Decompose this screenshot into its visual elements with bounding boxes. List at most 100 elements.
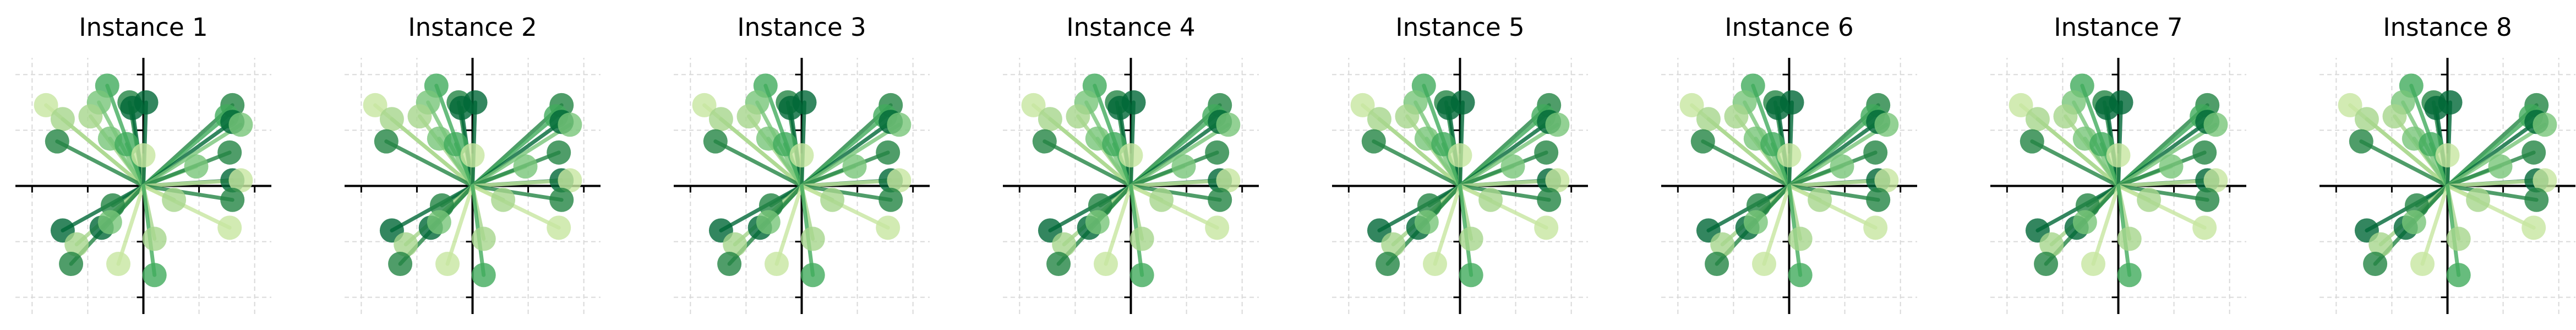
vector-line (390, 117, 474, 188)
data-point (2053, 104, 2078, 129)
panel-8: Instance 8 (2320, 13, 2575, 314)
data-point (2025, 107, 2050, 132)
data-point (1149, 187, 1174, 212)
data-point (374, 129, 399, 154)
data-point (142, 226, 167, 251)
data-point (134, 90, 159, 115)
data-point (363, 93, 388, 117)
data-point (2533, 112, 2557, 137)
vector-line (1458, 184, 1548, 230)
data-point (1361, 129, 1386, 154)
points (2009, 73, 2228, 288)
data-point (64, 232, 89, 257)
data-point (1724, 104, 1749, 129)
data-point (460, 143, 485, 167)
data-point (1216, 168, 1241, 193)
data-point (1752, 252, 1777, 277)
vector-line (1372, 139, 1462, 188)
vector-line (1129, 184, 1222, 202)
data-point (97, 210, 122, 235)
data-point (2039, 232, 2064, 257)
data-point (1808, 187, 1832, 212)
data-point (34, 93, 58, 117)
data-point (131, 143, 156, 167)
data-point (1367, 107, 1391, 132)
vector-line (141, 184, 232, 230)
data-point (228, 112, 253, 137)
data-point (2533, 168, 2557, 193)
data-point (1537, 187, 1562, 212)
data-point (2382, 104, 2407, 129)
vector-line (2035, 117, 2120, 188)
data-point (217, 140, 242, 165)
panel-title: Instance 3 (737, 13, 866, 42)
vector-line (713, 139, 804, 188)
data-point (1376, 252, 1400, 277)
data-point (1866, 187, 1891, 212)
data-point (1171, 154, 1196, 179)
vector-line (2359, 139, 2449, 188)
data-point (1874, 168, 1899, 193)
data-point (1381, 232, 1406, 257)
vector-line (2446, 184, 2539, 202)
vector-line (384, 139, 474, 188)
points (363, 73, 582, 288)
points (692, 73, 912, 288)
vector-line (1706, 117, 1791, 188)
data-point (1690, 129, 1715, 154)
data-point (1679, 93, 1704, 117)
data-point (1534, 140, 1559, 165)
vector-line (2446, 184, 2536, 230)
data-point (1118, 143, 1143, 167)
data-point (1414, 210, 1439, 235)
panel-title: Instance 7 (2054, 13, 2182, 42)
data-point (1500, 154, 1525, 179)
data-point (2106, 143, 2131, 167)
data-point (1459, 226, 1483, 251)
panel-6: Instance 6 (1661, 13, 1917, 314)
data-point (876, 140, 900, 165)
vector-line (1048, 117, 1133, 188)
data-point (1696, 107, 1721, 132)
data-point (1350, 93, 1375, 117)
data-point (1710, 232, 1735, 257)
data-point (162, 187, 187, 212)
data-point (2368, 232, 2393, 257)
data-point (878, 187, 903, 212)
data-point (435, 252, 460, 277)
data-point (50, 107, 75, 132)
data-point (1545, 112, 1570, 137)
vector-line (1787, 184, 1880, 202)
data-point (217, 215, 242, 240)
data-point (1129, 263, 1154, 288)
data-point (2410, 252, 2435, 277)
data-point (1085, 210, 1110, 235)
data-point (887, 112, 912, 137)
data-point (842, 154, 867, 179)
data-point (876, 215, 900, 240)
data-point (1448, 143, 1472, 167)
panel-3: Instance 3 (674, 13, 930, 314)
data-point (78, 104, 103, 129)
data-point (2446, 263, 2471, 288)
panel-1: Instance 1 (15, 13, 271, 314)
data-point (1830, 154, 1854, 179)
data-point (800, 226, 825, 251)
vector-line (2116, 184, 2207, 230)
data-point (558, 168, 582, 193)
data-point (1743, 210, 1768, 235)
points (1021, 73, 1241, 288)
data-point (2488, 154, 2513, 179)
data-point (463, 90, 488, 115)
vector-line (2091, 184, 2120, 266)
data-point (1450, 90, 1475, 115)
data-point (2117, 226, 2142, 251)
vector-line (800, 184, 890, 230)
data-point (1534, 215, 1559, 240)
data-point (547, 215, 571, 240)
panel-title: Instance 8 (2383, 13, 2512, 42)
data-point (1121, 90, 1146, 115)
data-point (2203, 112, 2228, 137)
data-point (2009, 93, 2033, 117)
